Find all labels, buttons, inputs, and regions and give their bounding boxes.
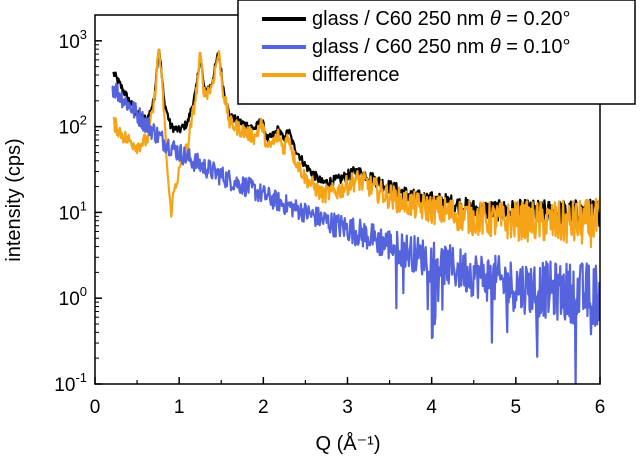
series-line-2 — [112, 48, 600, 249]
legend-label-prefix: glass / C60 250 nm — [312, 8, 490, 30]
legend-label-prefix: glass / C60 250 nm — [312, 36, 490, 58]
x-tick-label: 6 — [595, 397, 606, 418]
y-tick-label: 10-1 — [54, 370, 87, 396]
legend-label-1: glass / C60 250 nm θ = 0.10° — [312, 36, 570, 58]
x-tick-label: 1 — [174, 397, 185, 418]
x-tick-label: 4 — [426, 397, 437, 418]
x-tick-label: 2 — [258, 397, 269, 418]
series-line-1 — [111, 83, 600, 384]
x-tick-label: 3 — [342, 397, 353, 418]
series-layer — [111, 48, 600, 384]
legend-label-0: glass / C60 250 nm θ = 0.20° — [312, 8, 570, 30]
legend-theta-symbol: θ — [490, 36, 501, 58]
legend-theta-symbol: θ — [490, 8, 501, 30]
axes-layer: 0 1 2 3 4 5 6 103 102 101 100 10-1 — [54, 14, 606, 418]
y-tick-label: 101 — [59, 198, 87, 224]
y-tick-label: 102 — [59, 113, 87, 139]
y-tick-label: 103 — [59, 27, 87, 53]
y-tick-label: 100 — [59, 284, 87, 310]
legend: glass / C60 250 nm θ = 0.20°glass / C60 … — [237, 0, 636, 105]
x-tick-label: 5 — [511, 397, 522, 418]
y-axis-title: intensity (cps) — [3, 138, 25, 261]
legend-label-2: difference — [312, 64, 399, 86]
legend-label-prefix: difference — [312, 64, 399, 86]
legend-label-suffix: = 0.20° — [501, 8, 571, 30]
x-axis-title: Q (Å⁻¹) — [316, 432, 381, 455]
x-tick-label: 0 — [90, 397, 101, 418]
legend-label-suffix: = 0.10° — [501, 36, 571, 58]
